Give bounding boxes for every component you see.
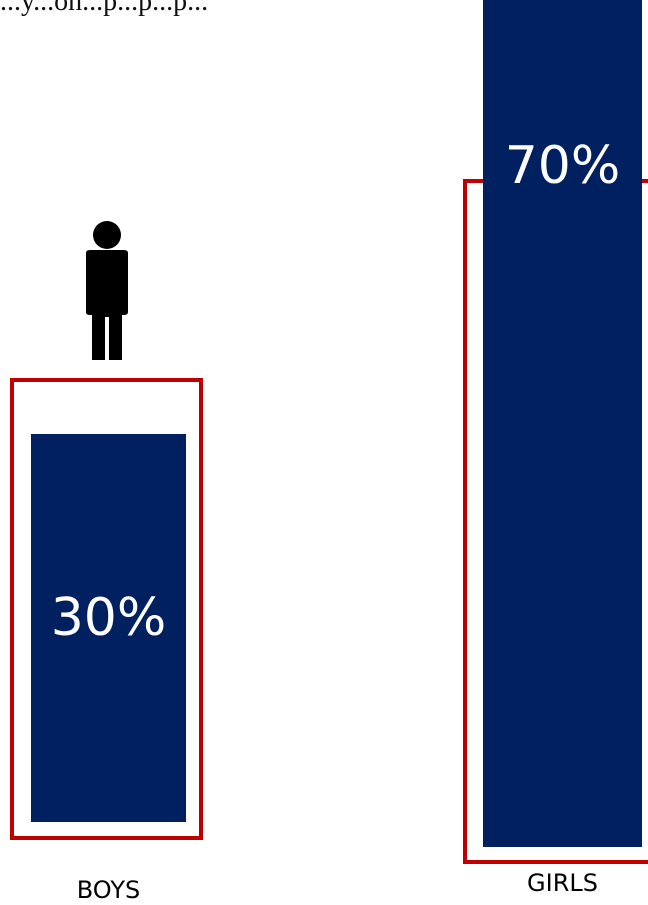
boys-frame [10,378,203,840]
bar-boys: 30% [31,434,186,822]
male-figure-icon [76,220,138,362]
category-label-boys: BOYS [76,876,141,904]
category-label-girls: GIRLS [527,869,598,897]
bar-girls-value-label: 70% [504,136,621,197]
header-text: ...y...on...p...p...p... [0,0,209,17]
bar-boys-value-label: 30% [50,588,167,649]
bar-girls: 70% [483,0,642,847]
